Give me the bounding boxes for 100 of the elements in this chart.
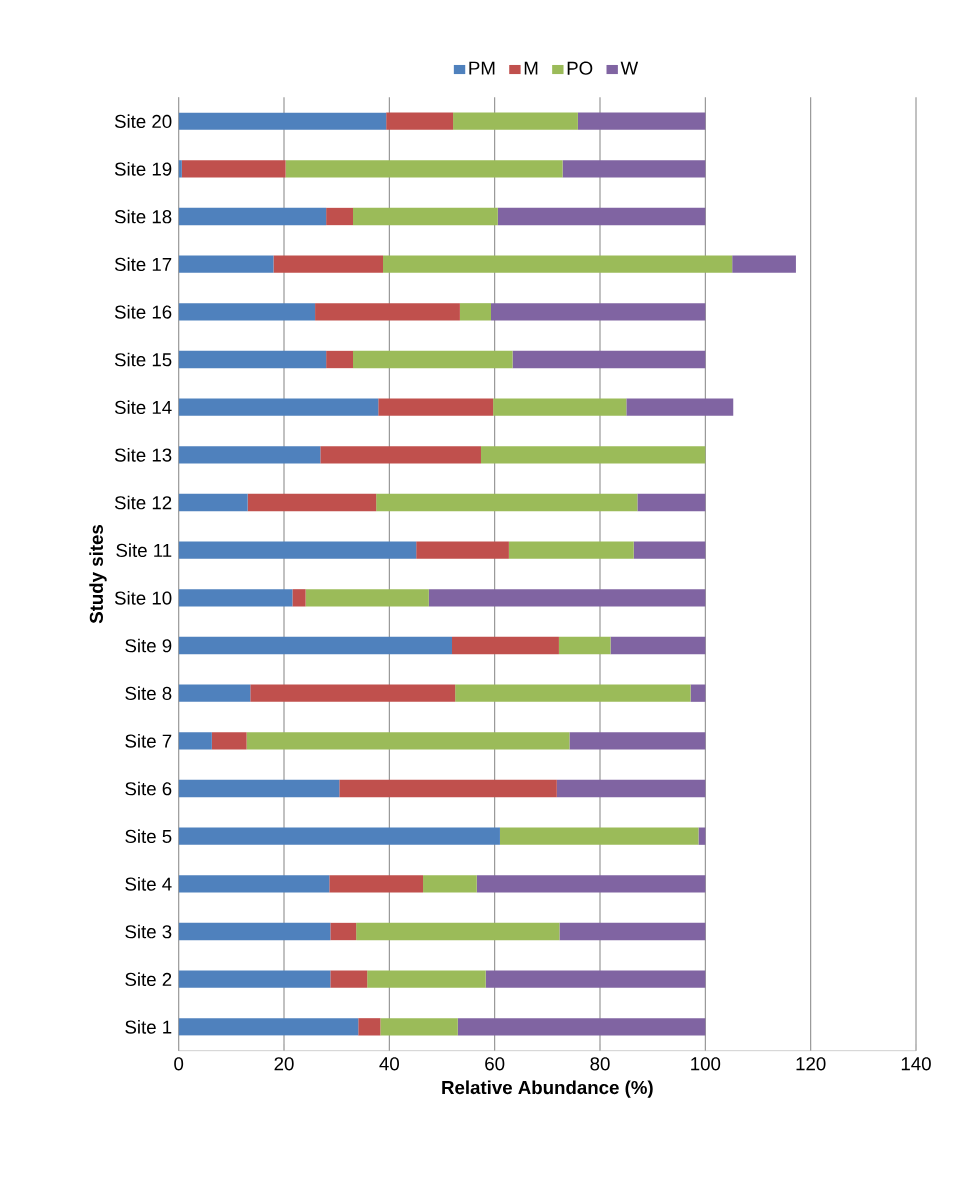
bar bbox=[562, 160, 706, 178]
y-axis-title: Study sites bbox=[89, 524, 107, 624]
bar bbox=[178, 732, 212, 750]
bar bbox=[690, 684, 706, 702]
y-tick-label: Site 18 bbox=[114, 209, 172, 224]
bar bbox=[178, 922, 331, 941]
y-tick-label: Site 5 bbox=[125, 829, 172, 844]
bar bbox=[329, 875, 424, 893]
bar bbox=[610, 636, 706, 655]
y-tick-label: Site 1 bbox=[125, 1019, 172, 1034]
bar bbox=[320, 446, 481, 464]
bar bbox=[285, 160, 563, 178]
y-tick-label: Site 3 bbox=[125, 924, 172, 939]
y-tick-label: Site 4 bbox=[125, 876, 172, 891]
bar bbox=[326, 350, 353, 369]
bar bbox=[559, 922, 706, 941]
bar bbox=[499, 827, 699, 845]
bar bbox=[178, 398, 379, 416]
bar bbox=[453, 112, 578, 130]
legend-label: W bbox=[620, 61, 639, 75]
bar bbox=[569, 732, 706, 750]
bar bbox=[698, 827, 706, 845]
bar bbox=[633, 541, 706, 559]
bar bbox=[246, 732, 570, 750]
bar bbox=[178, 112, 387, 130]
bar bbox=[558, 636, 611, 655]
bar bbox=[358, 1018, 381, 1036]
bar bbox=[178, 446, 321, 464]
y-tick-label: Site 12 bbox=[114, 495, 172, 510]
bar bbox=[330, 970, 368, 988]
bar bbox=[367, 970, 486, 988]
bar bbox=[292, 589, 306, 607]
bar bbox=[305, 589, 429, 607]
x-tick-label: 140 bbox=[901, 1057, 931, 1071]
y-tick-label: Site 7 bbox=[125, 733, 172, 748]
bar bbox=[178, 779, 340, 798]
x-tick-label: 60 bbox=[485, 1057, 505, 1071]
bar bbox=[352, 207, 498, 226]
bar bbox=[457, 1018, 706, 1036]
bar bbox=[386, 112, 454, 130]
bar bbox=[273, 255, 384, 273]
y-tick-label: Site 2 bbox=[125, 972, 172, 987]
bar bbox=[178, 160, 182, 178]
bar bbox=[512, 350, 706, 369]
bar bbox=[178, 541, 417, 559]
bar bbox=[452, 636, 559, 655]
bar bbox=[485, 970, 706, 988]
bar bbox=[247, 493, 377, 512]
bar bbox=[380, 1018, 458, 1036]
bar bbox=[178, 684, 251, 702]
y-tick-label: Site 15 bbox=[114, 352, 172, 367]
bar bbox=[315, 303, 460, 321]
legend-label: PM bbox=[469, 61, 495, 75]
bar bbox=[459, 303, 491, 321]
y-tick-label: Site 16 bbox=[114, 304, 172, 319]
y-tick-label: Site 19 bbox=[114, 161, 172, 176]
bar bbox=[339, 779, 557, 798]
bar bbox=[626, 398, 734, 416]
y-tick-label: Site 20 bbox=[114, 114, 172, 129]
bar bbox=[556, 779, 706, 798]
x-tick-label: 0 bbox=[174, 1057, 184, 1071]
x-tick-label: 120 bbox=[796, 1057, 826, 1071]
bar bbox=[577, 112, 706, 130]
x-tick-label: 100 bbox=[691, 1057, 721, 1071]
y-tick-label: Site 8 bbox=[125, 686, 172, 701]
bar bbox=[428, 589, 706, 607]
bar bbox=[476, 875, 706, 893]
bar bbox=[497, 207, 706, 226]
bar bbox=[423, 875, 477, 893]
bar bbox=[378, 398, 494, 416]
bar bbox=[490, 303, 706, 321]
y-tick-label: Site 6 bbox=[125, 781, 172, 796]
y-tick-label: Site 13 bbox=[114, 447, 172, 462]
bar bbox=[383, 255, 733, 273]
bar bbox=[178, 493, 248, 512]
bar bbox=[455, 684, 691, 702]
bar bbox=[178, 827, 500, 845]
bar bbox=[330, 922, 357, 941]
y-tick-label: Site 10 bbox=[114, 590, 172, 605]
bar bbox=[178, 255, 274, 273]
bar bbox=[352, 350, 513, 369]
bar bbox=[178, 207, 327, 226]
bar bbox=[178, 303, 316, 321]
bar bbox=[637, 493, 706, 512]
y-tick-label: Site 9 bbox=[125, 638, 172, 653]
bar bbox=[732, 255, 796, 273]
bar bbox=[376, 493, 638, 512]
bar bbox=[178, 636, 453, 655]
bar bbox=[178, 875, 330, 893]
bar bbox=[178, 970, 331, 988]
x-axis-title: Relative Abundance (%) bbox=[442, 1080, 653, 1098]
x-tick-label: 20 bbox=[274, 1057, 294, 1071]
bar bbox=[181, 160, 286, 178]
bar bbox=[508, 541, 634, 559]
bar bbox=[326, 207, 353, 226]
legend-label: M bbox=[524, 61, 538, 75]
bar bbox=[480, 446, 706, 464]
bar bbox=[178, 350, 327, 369]
x-tick-label: 80 bbox=[590, 1057, 610, 1071]
bar bbox=[250, 684, 456, 702]
